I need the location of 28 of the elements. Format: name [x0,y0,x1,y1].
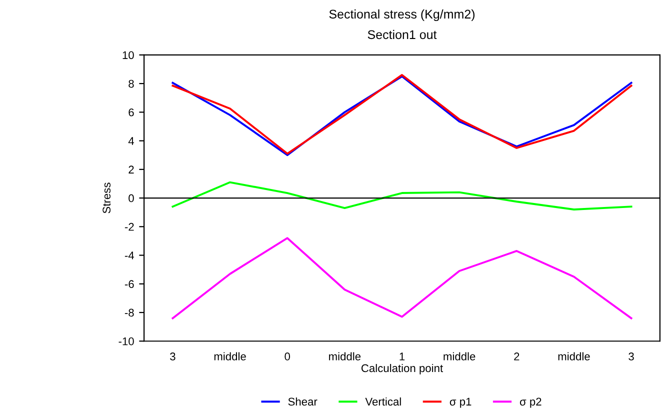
legend-label: σ p1 [450,398,472,408]
y-tick-label: -10 [118,337,134,346]
y-tick-label: 0 [128,194,134,202]
legend-label: Shear [288,397,318,406]
x-tick-label: 0 [284,352,290,360]
y-tick-label: -2 [124,222,134,231]
y-tick-label: 4 [128,137,134,145]
x-axis-title: Calculation point [361,364,443,374]
x-tick-label: middle [444,352,476,360]
y-tick-label: 8 [128,80,134,88]
y-tick-label: 6 [128,108,134,116]
x-tick-label: middle [214,352,246,360]
y-tick-label: 2 [128,166,134,174]
x-tick-label: 3 [170,352,176,360]
y-tick-label: -6 [124,280,134,288]
x-tick-label: 1 [400,352,405,360]
chart-title: Sectional stress (Kg/mm2) [329,9,475,22]
legend-label: Vertical [365,397,401,406]
x-tick-label: 3 [628,352,634,360]
legend-label: σ p2 [520,398,542,408]
x-tick-label: middle [558,352,590,360]
x-tick-label: middle [329,352,361,360]
y-axis-title: Stress [102,182,111,214]
y-tick-label: 10 [122,51,134,60]
x-tick-label: 2 [514,352,520,360]
y-tick-label: -4 [124,252,134,260]
y-tick-label: -8 [124,308,134,317]
chart-subtitle: Section1 out [368,30,437,40]
